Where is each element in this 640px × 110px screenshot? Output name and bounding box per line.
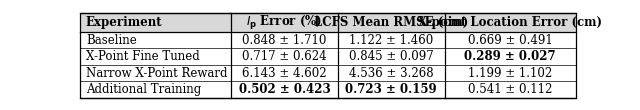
Text: X-Point Fine Tuned: X-Point Fine Tuned [86,50,200,63]
Text: Experiment: Experiment [86,16,163,29]
Text: 6.143 ± 4.602: 6.143 ± 4.602 [243,67,327,80]
Text: 4.536 ± 3.268: 4.536 ± 3.268 [349,67,433,80]
Text: 0.289 ± 0.027: 0.289 ± 0.027 [465,50,556,63]
Text: 1.122 ± 1.460: 1.122 ± 1.460 [349,34,433,47]
Text: 0.502 ± 0.423: 0.502 ± 0.423 [239,83,330,96]
Text: 0.845 ± 0.097: 0.845 ± 0.097 [349,50,434,63]
Bar [80,13,576,32]
Text: Baseline: Baseline [86,34,137,47]
Text: LCFS Mean RMSE (cm): LCFS Mean RMSE (cm) [314,16,468,29]
Text: Narrow X-Point Reward: Narrow X-Point Reward [86,67,227,80]
Text: Additional Training: Additional Training [86,83,201,96]
Text: 0.848 ± 1.710: 0.848 ± 1.710 [243,34,327,47]
Text: $\mathbf{\mathit{I}_p}$ Error (%): $\mathbf{\mathit{I}_p}$ Error (%) [246,14,323,32]
Text: 0.723 ± 0.159: 0.723 ± 0.159 [346,83,437,96]
Text: X-point Location Error (cm): X-point Location Error (cm) [419,16,602,29]
Text: 1.199 ± 1.102: 1.199 ± 1.102 [468,67,552,80]
Text: 0.669 ± 0.491: 0.669 ± 0.491 [468,34,553,47]
Text: 0.717 ± 0.624: 0.717 ± 0.624 [243,50,327,63]
Text: 0.541 ± 0.112: 0.541 ± 0.112 [468,83,552,96]
